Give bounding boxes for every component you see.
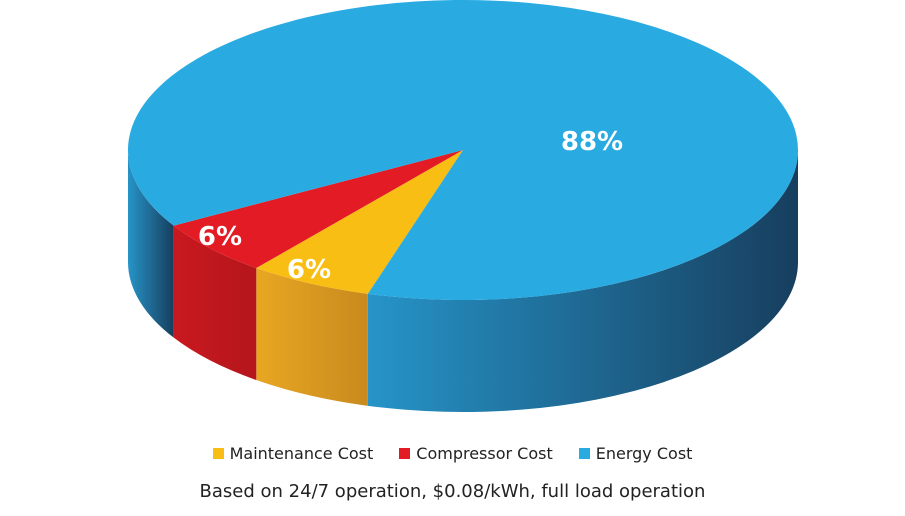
legend-item-compressor: Compressor Cost: [399, 444, 553, 463]
pie-side-energy: [128, 150, 174, 338]
legend-swatch-compressor: [399, 448, 411, 459]
pie-slice-maintenance: [256, 150, 463, 294]
pie-slice-compressor: [173, 150, 463, 269]
pie-side-maintenance: [256, 268, 368, 406]
slice-label-energy: 88%: [561, 127, 623, 157]
legend-swatch-maintenance: [212, 448, 224, 459]
chart-footnote: Based on 24/7 operation, $0.08/kWh, full…: [199, 481, 706, 502]
pie-side-compressor: [173, 225, 257, 381]
legend-label-energy: Energy Cost: [595, 444, 693, 463]
legend-item-maintenance: Maintenance Cost: [212, 444, 374, 463]
slice-label-compressor: 6%: [198, 222, 242, 252]
pie-side-energy: [367, 150, 798, 413]
legend-label-maintenance: Maintenance Cost: [229, 444, 374, 463]
legend-swatch-energy: [578, 448, 590, 459]
legend-item-energy: Energy Cost: [578, 444, 693, 463]
legend-label-compressor: Compressor Cost: [416, 444, 553, 463]
pie-chart: 6% 6% 88%: [128, 0, 799, 413]
pie-chart-svg: 6% 6% 88%: [128, 0, 799, 413]
chart-legend: Maintenance Cost Compressor Cost Energy …: [0, 444, 905, 463]
slice-label-maintenance: 6%: [287, 255, 331, 285]
pie-slice-energy: [128, 0, 799, 301]
